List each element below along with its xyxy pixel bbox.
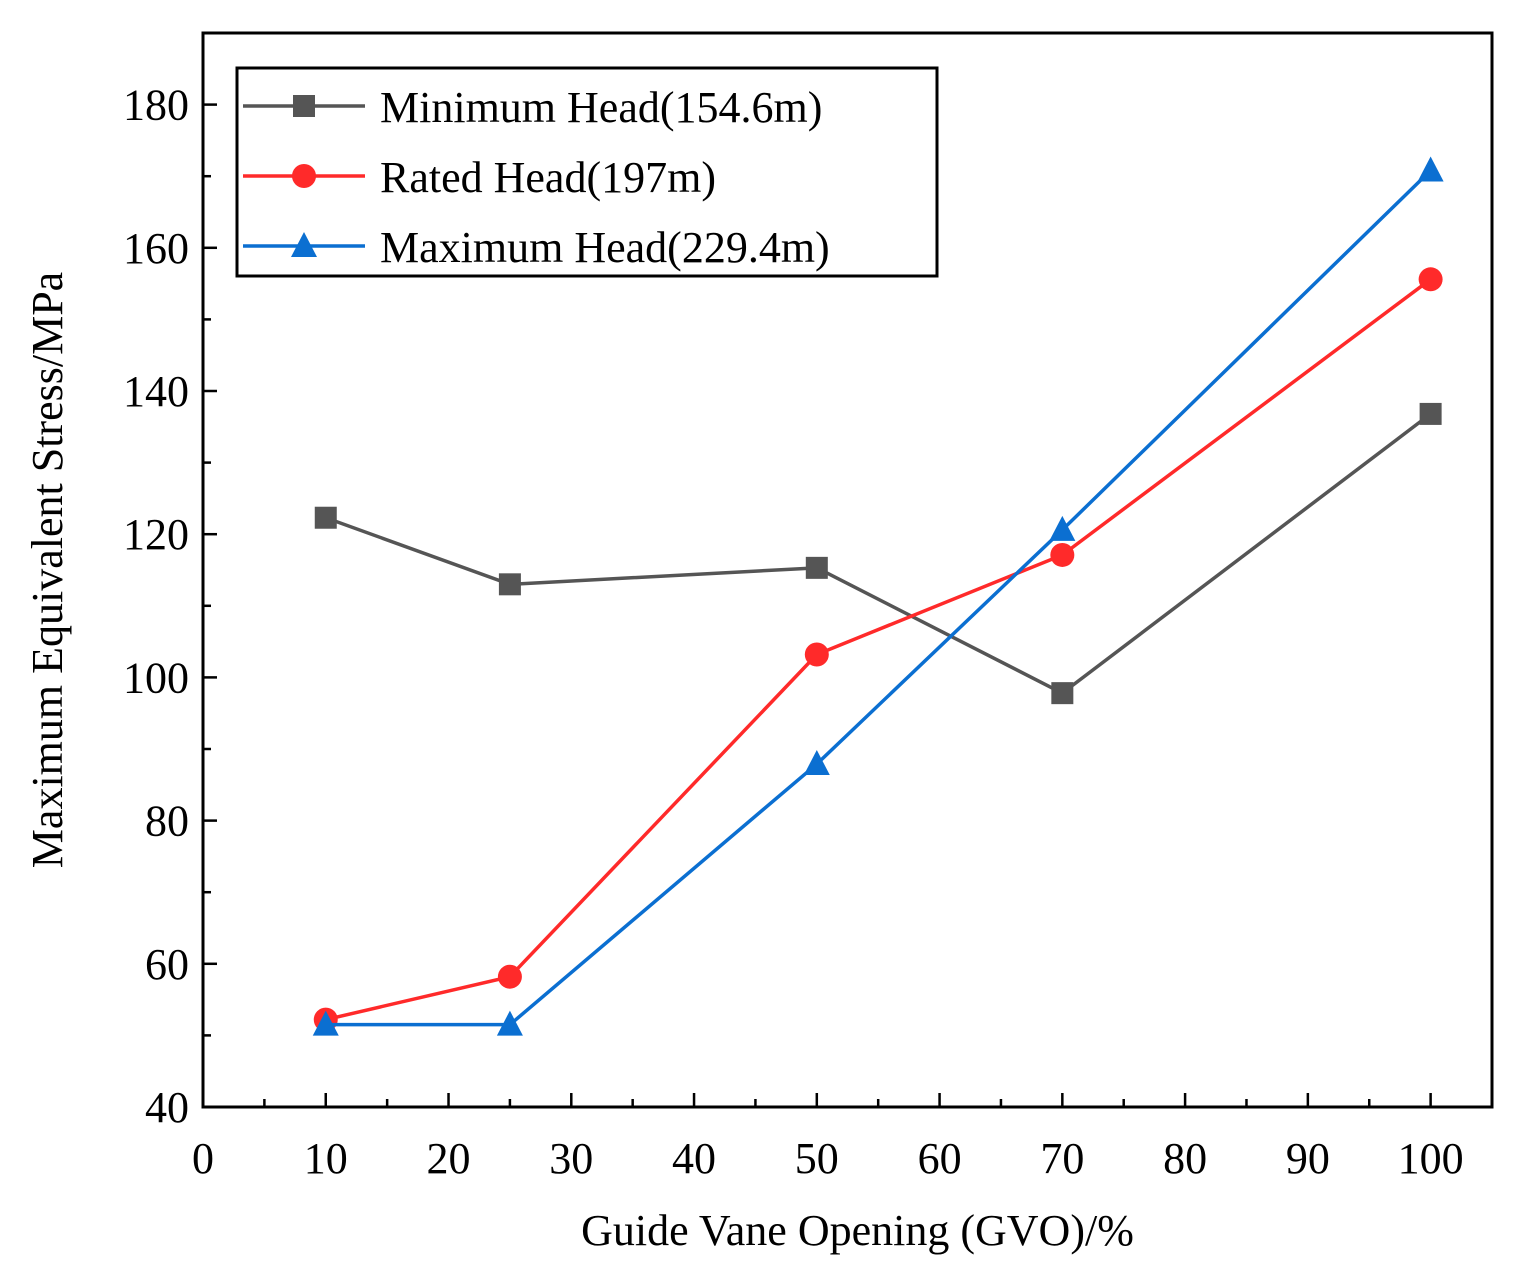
series-line xyxy=(325,412,1432,695)
data-point xyxy=(314,506,337,529)
legend-entry: Minimum Head(154.6m) xyxy=(243,83,822,132)
x-tick-label: 40 xyxy=(672,1134,716,1183)
data-point xyxy=(805,556,828,579)
data-point xyxy=(803,750,830,776)
data-point xyxy=(1051,682,1074,705)
x-tick-label: 80 xyxy=(1163,1134,1207,1183)
x-tick-label: 0 xyxy=(192,1134,214,1183)
y-tick-label: 160 xyxy=(123,224,189,273)
legend-label: Rated Head(197m) xyxy=(380,153,716,202)
data-point xyxy=(496,1010,523,1036)
series-layer xyxy=(312,156,1444,1036)
legend-marker xyxy=(293,95,315,117)
legend-label: Maximum Head(229.4m) xyxy=(380,223,830,272)
data-point xyxy=(498,573,521,596)
y-tick-label: 100 xyxy=(123,653,189,702)
legend-label: Minimum Head(154.6m) xyxy=(380,83,822,132)
legend: Minimum Head(154.6m) Rated Head(197m) Maxi… xyxy=(235,66,939,278)
data-point xyxy=(312,1010,339,1036)
y-axis-label: Maximum Equivalent Stress/MPa xyxy=(23,272,72,868)
x-tick-label: 90 xyxy=(1286,1134,1330,1183)
legend-entry: Rated Head(197m) xyxy=(243,153,716,202)
data-point xyxy=(1418,267,1443,292)
legend-entry: Maximum Head(229.4m) xyxy=(243,223,830,272)
legend-marker xyxy=(291,232,317,257)
x-axis-label: Guide Vane Opening (GVO)/% xyxy=(581,1206,1134,1255)
data-point xyxy=(1417,156,1444,182)
axis-ticks: 0 10 20 30 40 50 60 70 80 90 100 40 60 80 100 120 140 160… xyxy=(123,81,1464,1183)
data-point xyxy=(1050,542,1075,567)
x-tick-label: 60 xyxy=(918,1134,962,1183)
legend-marker xyxy=(292,164,316,188)
series-1 xyxy=(314,402,1442,705)
data-point xyxy=(1419,402,1442,425)
y-tick-label: 120 xyxy=(123,510,189,559)
data-point xyxy=(497,964,522,989)
y-tick-label: 60 xyxy=(145,940,189,989)
y-tick-label: 80 xyxy=(145,797,189,846)
x-tick-label: 70 xyxy=(1040,1134,1084,1183)
x-tick-label: 10 xyxy=(304,1134,348,1183)
series-3 xyxy=(312,156,1444,1036)
y-tick-label: 40 xyxy=(145,1083,189,1132)
y-tick-label: 140 xyxy=(123,367,189,416)
x-tick-label: 50 xyxy=(795,1134,839,1183)
series-2 xyxy=(313,267,1443,1032)
data-point xyxy=(1049,515,1076,541)
series-line xyxy=(325,277,1432,1022)
x-tick-label: 30 xyxy=(549,1134,593,1183)
plot-area-frame xyxy=(201,31,1494,1109)
y-tick-label: 180 xyxy=(123,81,189,130)
data-point xyxy=(804,642,829,667)
x-tick-label: 20 xyxy=(427,1134,471,1183)
legend-box xyxy=(235,66,939,278)
x-tick-label: 100 xyxy=(1398,1134,1464,1183)
